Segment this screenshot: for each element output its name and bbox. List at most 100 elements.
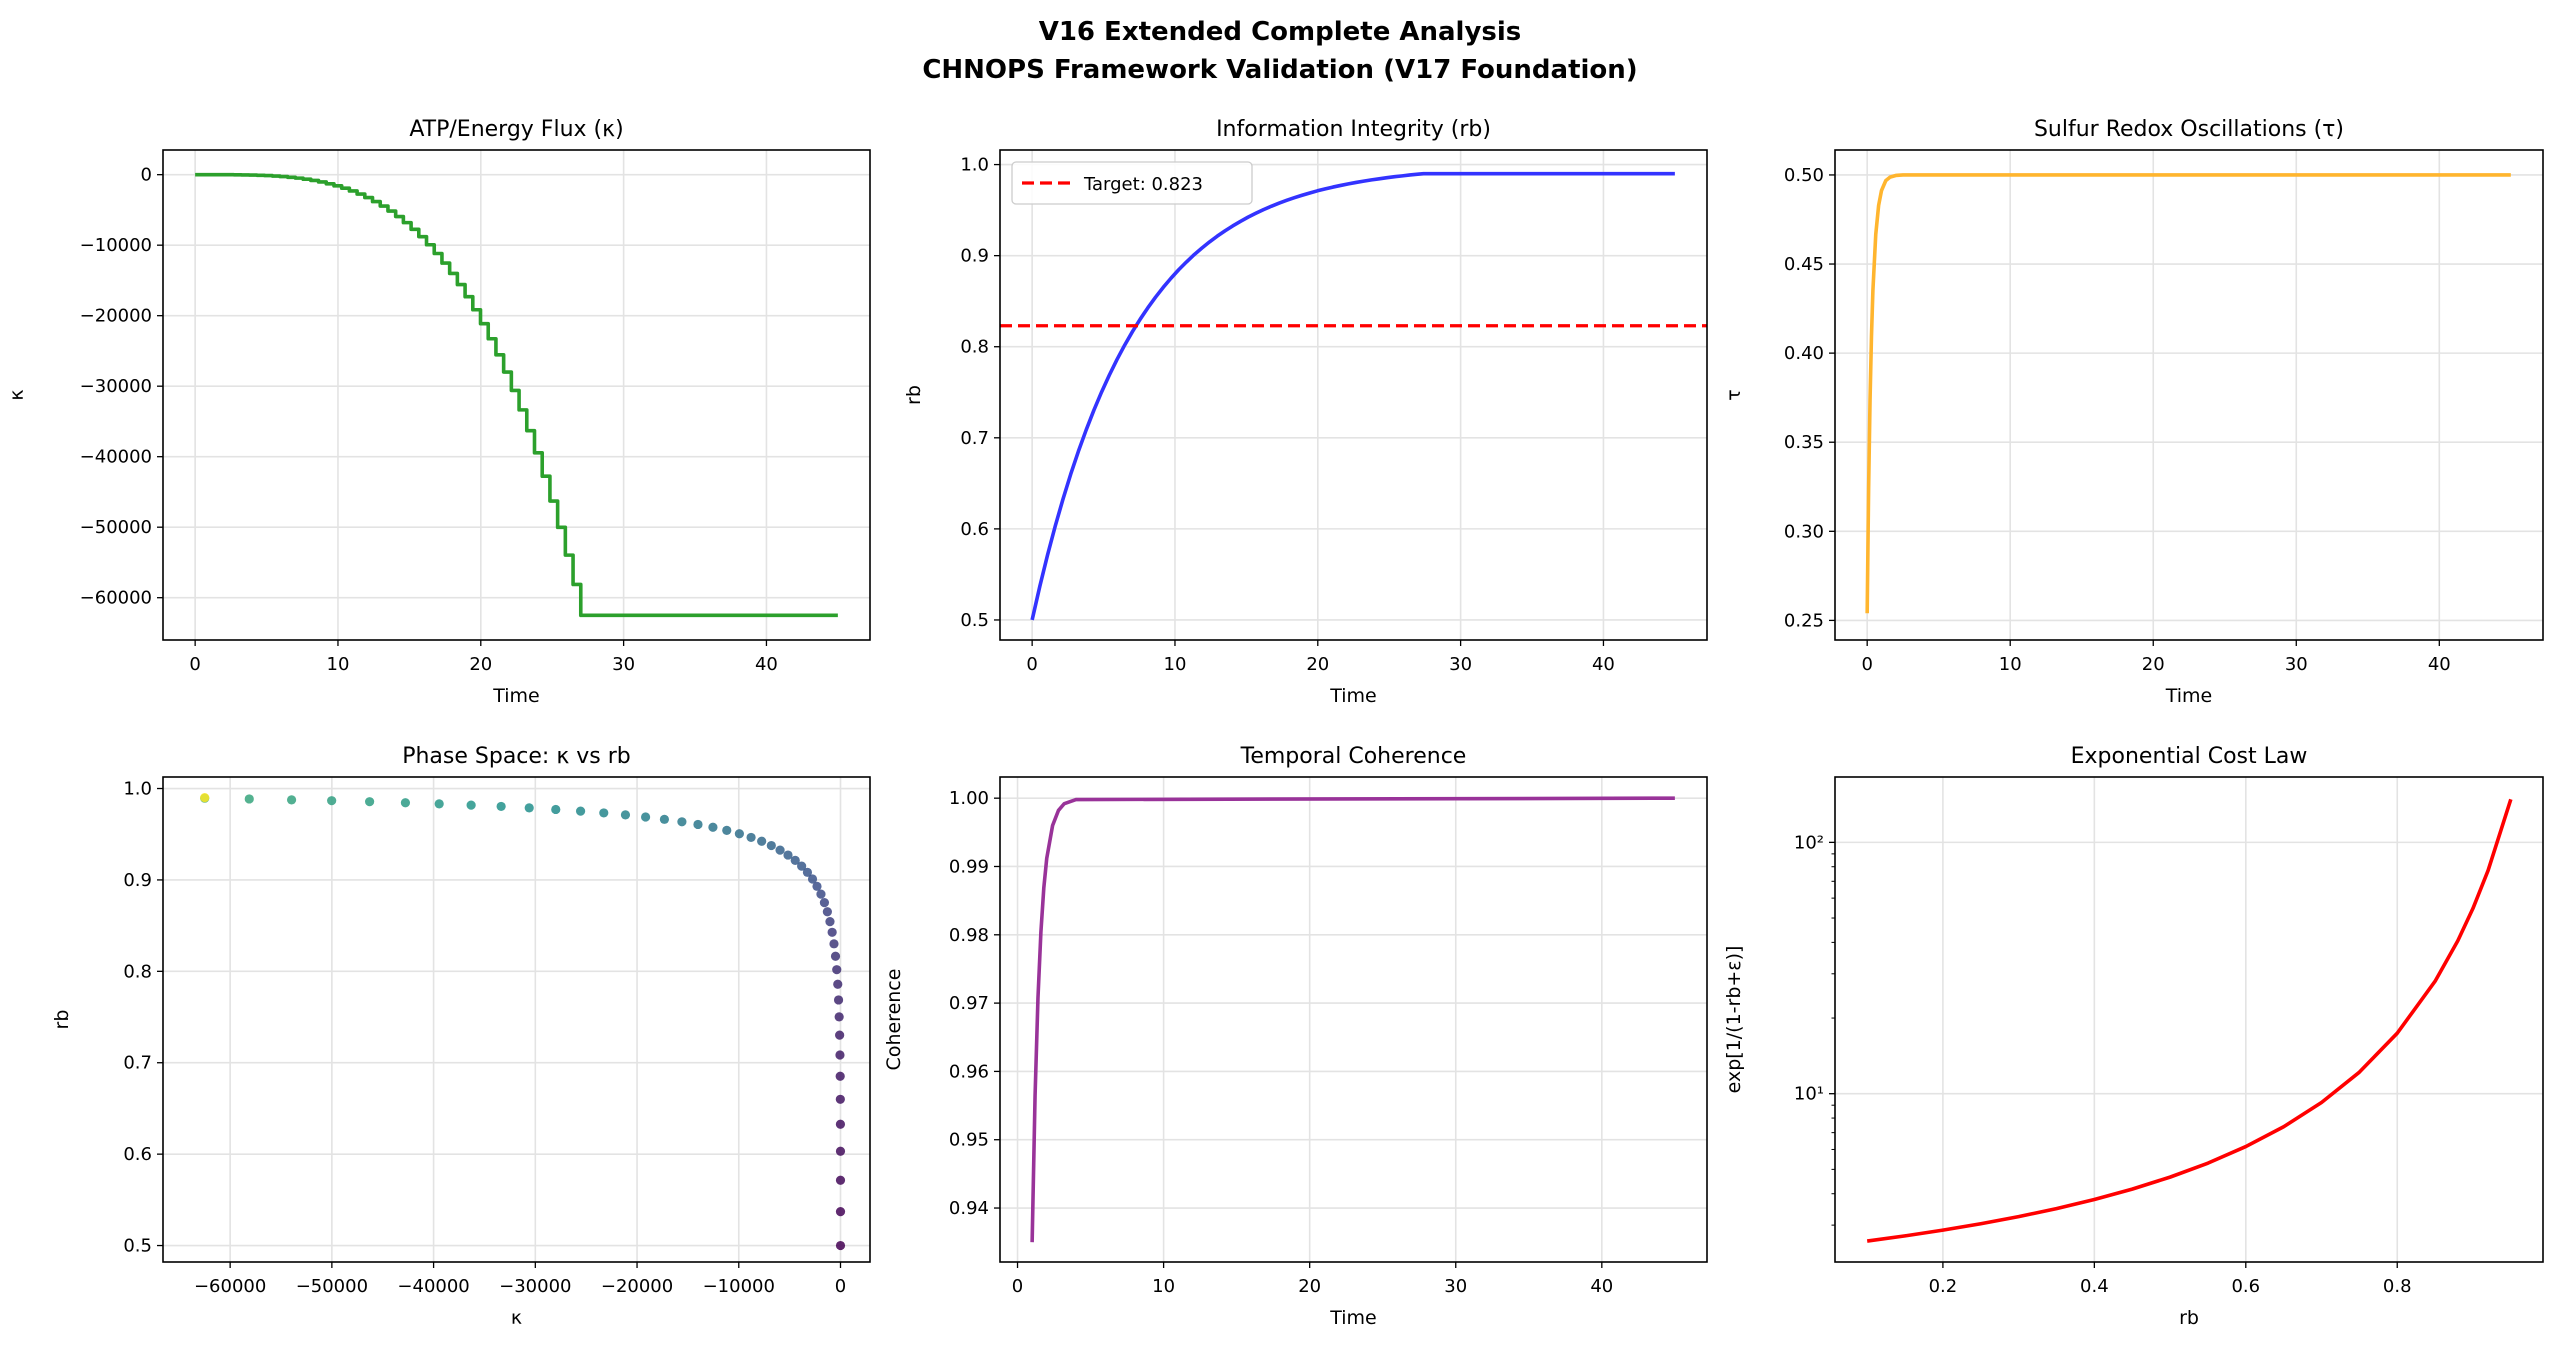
plot-area xyxy=(1030,796,1675,1243)
x-tick-label: 0.6 xyxy=(2231,1276,2260,1297)
scatter-point xyxy=(766,840,776,851)
scatter-point xyxy=(640,812,651,822)
axes-frame xyxy=(999,149,1708,641)
axes-frame xyxy=(162,776,871,1263)
x-tick-label: 30 xyxy=(2285,654,2308,675)
y-tick-label: 0.9 xyxy=(123,870,152,891)
subplot-exponential-cost: 0.2 0.4 0.6 0.8 10¹ 10² Exponential Cost Law rb… xyxy=(1723,744,2544,1329)
x-axis-label: rb xyxy=(2179,1307,2199,1329)
y-tick-label: 0.25 xyxy=(1784,610,1824,631)
scatter-point xyxy=(835,1030,845,1040)
y-axis-label: κ xyxy=(6,389,28,400)
scatter-point xyxy=(833,979,843,989)
y-tick-label: −10000 xyxy=(80,235,152,256)
x-tick-label: 10 xyxy=(1999,654,2022,675)
scatter-point xyxy=(775,845,785,855)
subplot-title: Temporal Coherence xyxy=(1240,744,1467,769)
scatter-point xyxy=(496,801,506,812)
y-tick-label: 0.8 xyxy=(960,337,989,358)
scatter-point xyxy=(466,800,476,810)
subplot-temporal-coherence: 0 10 20 30 40 0.94 0.95 0.96 0.97 0.98 0.99 1.00 Tem… xyxy=(883,744,1708,1329)
x-tick-label: 40 xyxy=(1590,1276,1613,1297)
legend-entry-label: Target: 0.823 xyxy=(1083,174,1203,195)
scatter-point xyxy=(802,867,813,877)
x-tick-label: −40000 xyxy=(397,1276,469,1297)
y-tick-label: 10² xyxy=(1794,832,1824,853)
x-tick-label: 0 xyxy=(1012,1276,1023,1297)
y-tick-label: 10¹ xyxy=(1794,1084,1824,1105)
scatter-point xyxy=(807,874,818,884)
y-axis-label: rb xyxy=(51,1010,73,1030)
y-axis-label: τ xyxy=(1723,389,1745,400)
x-tick-label: 30 xyxy=(1444,1276,1467,1297)
y-tick-label: 0.35 xyxy=(1784,432,1824,453)
scatter-point xyxy=(244,794,254,804)
scatter-point xyxy=(524,803,534,813)
scatter-point xyxy=(829,939,839,949)
scatter-point xyxy=(722,825,732,835)
figure-title-line2: CHNOPS Framework Validation (V17 Foundat… xyxy=(922,55,1637,85)
scatter-point xyxy=(746,832,756,843)
series-line xyxy=(195,172,838,618)
x-tick-label: 40 xyxy=(755,654,778,675)
subplot-title: ATP/Energy Flux (κ) xyxy=(409,117,623,142)
y-tick-label: 0.30 xyxy=(1784,521,1824,542)
axes-frame xyxy=(999,776,1708,1263)
plot-area xyxy=(1866,798,2513,1243)
axes-frame xyxy=(1834,149,2544,641)
plot-area xyxy=(195,172,838,618)
x-tick-label: 10 xyxy=(1164,654,1187,675)
scatter-point xyxy=(365,797,375,807)
x-tick-label: 30 xyxy=(612,654,635,675)
x-axis-label: κ xyxy=(511,1307,522,1329)
scatter-point xyxy=(827,927,837,937)
scatter-point xyxy=(835,1050,845,1060)
x-tick-label: 30 xyxy=(1449,654,1472,675)
series-line xyxy=(1030,171,1675,621)
x-axis-label: Time xyxy=(1329,1307,1377,1329)
plot-area xyxy=(1000,171,1707,621)
scatter-point xyxy=(816,889,826,899)
subplot-title: Phase Space: κ vs rb xyxy=(402,744,631,769)
plot-area xyxy=(1865,173,2511,614)
subplot-title: Sulfur Redox Oscillations (τ) xyxy=(2034,117,2344,142)
x-axis-label: Time xyxy=(2165,685,2213,707)
y-tick-label: 0.9 xyxy=(960,246,989,267)
scatter-point xyxy=(822,907,832,917)
x-tick-label: 0 xyxy=(835,1276,846,1297)
legend: Target: 0.823 xyxy=(1011,161,1253,205)
subplot-phase-space: −60000 −50000 −40000 −30000 −20000 −10000 0 0.5… xyxy=(51,744,871,1329)
y-tick-label: 0.7 xyxy=(960,428,989,449)
scatter-point xyxy=(835,1146,846,1156)
x-tick-label: −60000 xyxy=(194,1276,266,1297)
y-tick-label: −20000 xyxy=(80,306,152,327)
subplot-information-integrity: 0 10 20 30 40 0.5 0.6 0.7 0.8 0.9 1.0 Information I… xyxy=(903,117,1708,707)
y-tick-label: 1.0 xyxy=(960,155,989,176)
legend-box xyxy=(1011,161,1253,205)
x-tick-label: −10000 xyxy=(703,1276,775,1297)
scatter-point xyxy=(757,836,767,846)
x-tick-label: 0.4 xyxy=(2080,1276,2109,1297)
y-tick-label: 1.00 xyxy=(949,788,989,809)
y-tick-label: −50000 xyxy=(80,517,152,538)
x-tick-label: 40 xyxy=(1592,654,1615,675)
scatter-point xyxy=(825,917,835,927)
x-axis-label: Time xyxy=(492,685,540,707)
scatter-point xyxy=(734,829,744,839)
y-tick-label: 0.7 xyxy=(123,1053,152,1074)
scatter-point xyxy=(835,1175,846,1185)
scatter-point xyxy=(833,995,844,1005)
y-tick-label: 0.5 xyxy=(960,610,989,631)
scatter-point xyxy=(200,793,210,803)
x-tick-label: −30000 xyxy=(499,1276,571,1297)
scatter-point xyxy=(819,897,830,908)
scatter-point xyxy=(659,814,670,824)
scatter-point xyxy=(835,1207,846,1217)
y-axis-label: exp[1/(1-rb+ε)] xyxy=(1723,946,1745,1094)
x-tick-label: 0 xyxy=(189,654,200,675)
y-tick-label: 0.6 xyxy=(960,519,989,540)
scatter-point xyxy=(599,808,609,818)
x-tick-label: 20 xyxy=(469,654,492,675)
figure-title-line1: V16 Extended Complete Analysis xyxy=(1039,17,1522,47)
